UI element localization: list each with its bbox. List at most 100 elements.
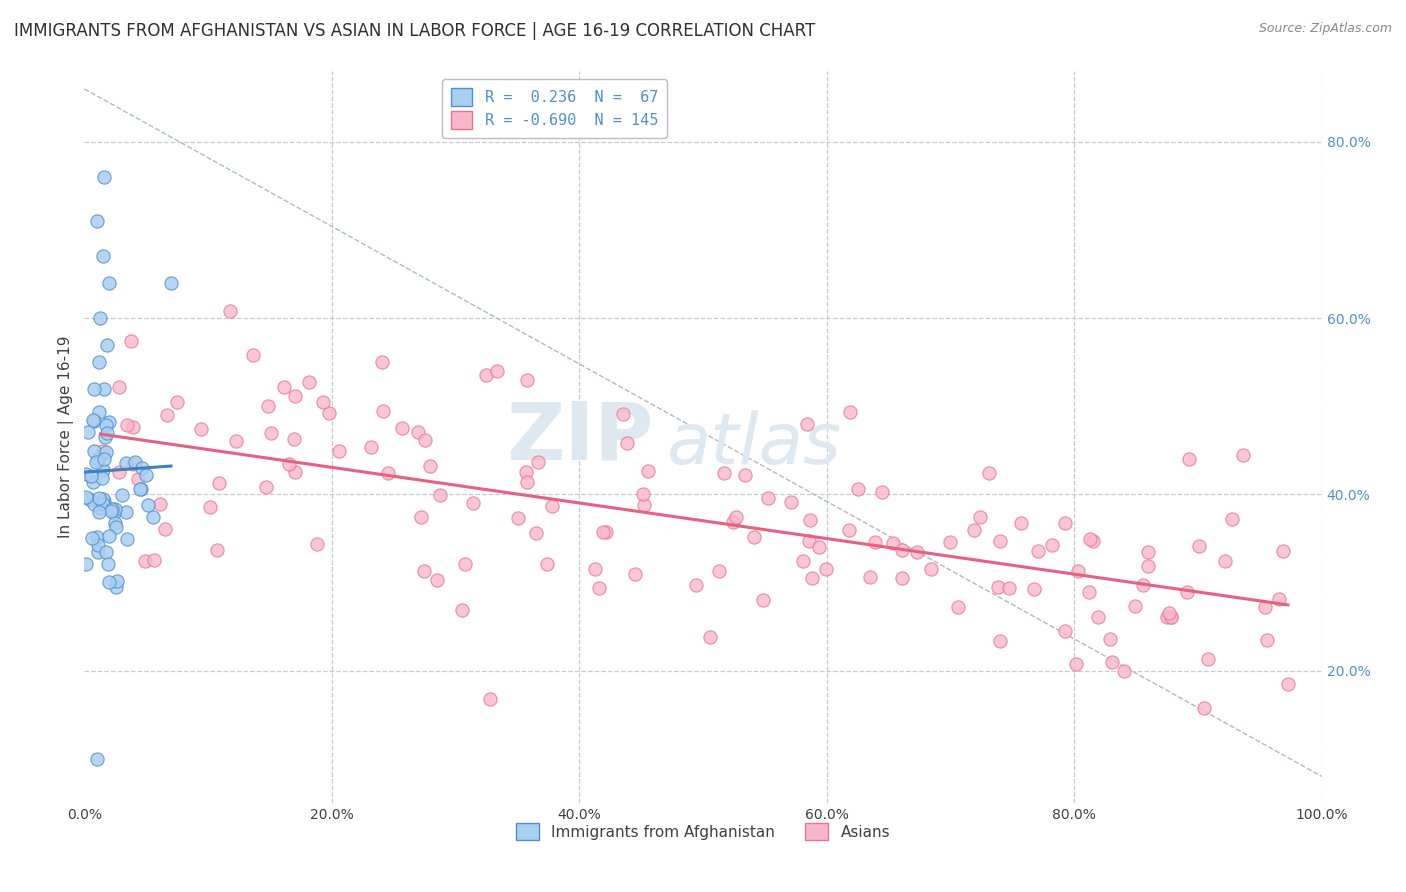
Point [799,513,821,527]
Point [115,532,138,546]
Point [1099,632,1122,646]
Point [160,276,183,290]
Point [91,444,114,458]
Point [242,348,264,362]
Point [225,434,247,448]
Point [200,500,222,515]
Point [149,497,172,511]
Point [87,405,110,419]
Point [454,558,477,572]
Point [1024,582,1046,597]
Point [987,580,1010,594]
Point [713,467,735,481]
Point [153,522,176,536]
Point [77,425,100,439]
Point [450,602,472,616]
Point [633,499,655,513]
Point [75,467,97,482]
Point [1114,664,1136,678]
Point [411,509,433,524]
Point [1081,533,1104,548]
Point [298,376,321,390]
Point [96,417,118,432]
Point [963,523,986,537]
Point [124,455,146,469]
Point [77,492,100,507]
Point [516,475,538,490]
Point [1232,448,1254,462]
Point [1220,511,1243,525]
Point [412,564,434,578]
Point [814,562,837,576]
Point [631,487,654,501]
Point [100,504,122,518]
Point [143,553,166,567]
Point [1078,532,1101,546]
Point [75,557,97,571]
Point [83,444,105,458]
Point [406,425,429,439]
Point [1197,652,1219,666]
Point [1026,543,1049,558]
Point [1136,545,1159,559]
Point [371,404,394,418]
Point [91,249,114,263]
Point [1160,609,1182,624]
Point [592,525,614,540]
Point [142,510,165,524]
Point [131,460,153,475]
Point [479,692,502,706]
Text: IMMIGRANTS FROM AFGHANISTAN VS ASIAN IN LABOR FORCE | AGE 16-19 CORRELATION CHAR: IMMIGRANTS FROM AFGHANISTAN VS ASIAN IN … [14,22,815,40]
Point [101,502,124,516]
Point [1132,578,1154,592]
Point [122,420,145,434]
Point [1067,564,1090,578]
Point [583,562,606,576]
Point [101,502,124,516]
Point [1156,610,1178,624]
Point [91,491,114,506]
Point [1159,606,1181,620]
Text: Source: ZipAtlas.com: Source: ZipAtlas.com [1258,22,1392,36]
Legend: Immigrants from Afghanistan, Asians: Immigrants from Afghanistan, Asians [510,816,896,847]
Point [208,475,231,490]
Point [283,432,305,446]
Point [86,545,108,559]
Point [103,506,125,520]
Point [96,337,118,351]
Point [107,380,129,394]
Point [260,425,283,440]
Point [1256,632,1278,647]
Point [94,445,117,459]
Point [86,752,108,766]
Point [371,355,394,369]
Point [426,574,449,588]
Point [527,455,550,469]
Point [997,581,1019,595]
Point [1137,558,1160,573]
Point [707,564,730,578]
Point [87,451,110,466]
Point [104,516,127,530]
Point [890,542,912,557]
Point [256,399,278,413]
Point [1054,624,1077,638]
Point [616,436,638,450]
Point [524,525,547,540]
Point [859,569,882,583]
Point [807,540,830,554]
Point [637,463,659,477]
Point [89,497,111,511]
Point [419,459,441,474]
Point [93,170,115,185]
Point [97,558,120,572]
Point [98,276,121,290]
Point [413,433,436,447]
Point [120,334,142,348]
Point [111,488,134,502]
Point [89,501,111,516]
Point [94,429,117,443]
Point [429,488,451,502]
Point [863,535,886,549]
Point [82,475,104,489]
